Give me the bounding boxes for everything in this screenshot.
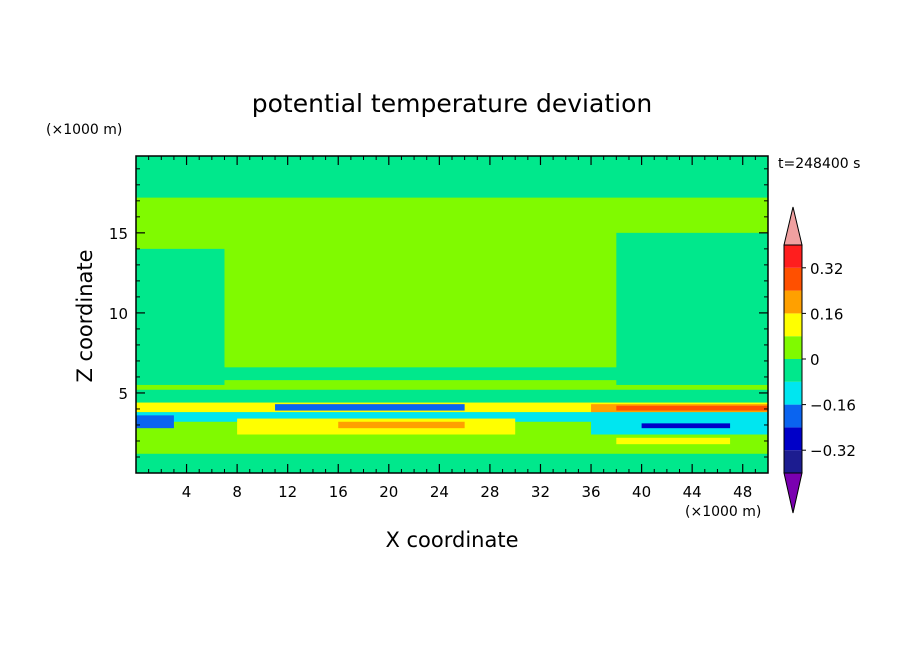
colorbar-label: 0 — [810, 351, 820, 369]
colorbar-min-arrow — [783, 472, 803, 514]
y-unit-label: (×1000 m) — [46, 122, 122, 138]
contour-field — [136, 156, 768, 473]
x-tick-label: 8 — [232, 483, 242, 501]
colorbar-segment — [784, 427, 802, 451]
colorbar-segment — [784, 290, 802, 314]
x-axis: 4 8 12 16 20 24 28 32 36 40 44 48 — [148, 156, 756, 501]
contour-band — [616, 405, 768, 411]
colorbar-label: −0.16 — [810, 397, 856, 415]
x-tick-label: 20 — [379, 483, 398, 501]
x-tick-label: 16 — [329, 483, 348, 501]
contour-band — [616, 437, 731, 445]
contour-band — [136, 367, 768, 381]
colorbar-label: 0.16 — [810, 305, 843, 323]
colorbar-segment — [784, 267, 802, 291]
contour-band — [136, 434, 768, 448]
colorbar-segment — [784, 336, 802, 359]
x-tick-label: 40 — [632, 483, 651, 501]
colorbar-segment — [784, 404, 802, 428]
contour-band — [136, 412, 768, 422]
colorbar-segment — [784, 313, 802, 337]
y-axis-label: Z coordinate — [73, 249, 97, 382]
colorbar-segment — [784, 381, 802, 405]
x-tick-label: 12 — [278, 483, 297, 501]
y-tick-label: 5 — [118, 385, 128, 403]
contour-band — [641, 423, 731, 429]
y-tick-label: 15 — [109, 225, 128, 243]
contour-band — [136, 453, 768, 473]
colorbar-max-arrow — [783, 206, 803, 246]
x-tick-label: 4 — [182, 483, 192, 501]
x-tick-label: 48 — [733, 483, 752, 501]
colorbar-label: 0.32 — [810, 260, 843, 278]
x-tick-label: 24 — [430, 483, 449, 501]
contour-band — [616, 232, 768, 385]
colorbar-segment — [784, 245, 802, 268]
x-tick-label: 36 — [581, 483, 600, 501]
contour-band — [136, 415, 174, 429]
x-tick-label: 28 — [480, 483, 499, 501]
y-axis: 5 10 15 — [109, 168, 768, 458]
colorbar: 0.32 0.16 0 −0.16 −0.32 — [783, 206, 856, 514]
contour-band — [338, 421, 465, 429]
contour-band — [136, 156, 768, 198]
contour-band — [136, 248, 225, 385]
x-tick-label: 32 — [531, 483, 550, 501]
time-label: t=248400 s — [778, 156, 860, 172]
x-axis-label: X coordinate — [385, 528, 518, 552]
x-tick-label: 44 — [683, 483, 702, 501]
x-unit-label: (×1000 m) — [685, 504, 761, 520]
colorbar-segment — [784, 450, 802, 473]
contour-band — [136, 389, 768, 406]
contour-band — [275, 404, 465, 411]
y-tick-label: 10 — [109, 305, 128, 323]
chart-title: potential temperature deviation — [252, 89, 652, 118]
colorbar-segment — [784, 359, 802, 382]
colorbar-label: −0.32 — [810, 442, 856, 460]
